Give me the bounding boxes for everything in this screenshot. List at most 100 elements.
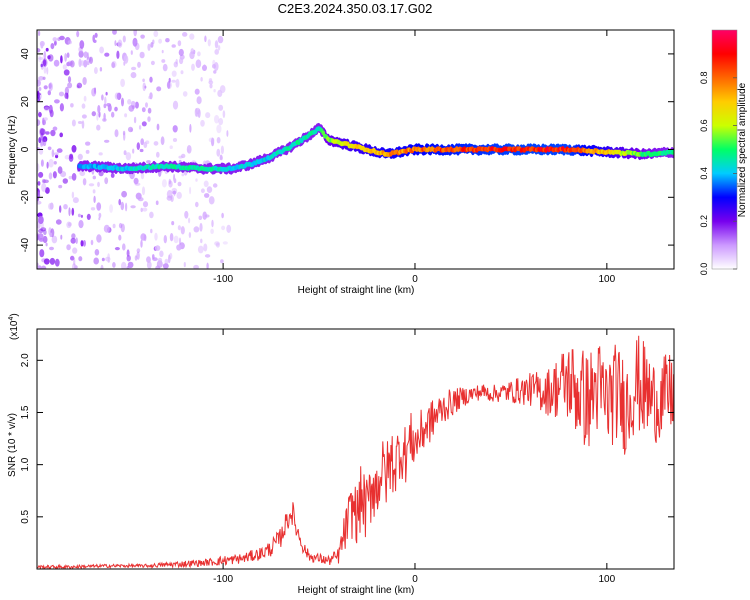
spectrogram-noise-mark bbox=[37, 76, 40, 84]
y-tick-label: 1.5 bbox=[20, 405, 31, 419]
spectrogram-noise-mark bbox=[218, 118, 224, 126]
snr-multiplier-exp: 4 bbox=[8, 317, 15, 321]
spectrogram-noise-mark bbox=[211, 137, 215, 147]
spectrogram-noise-mark bbox=[146, 261, 152, 269]
spectrogram-noise-mark bbox=[104, 139, 110, 143]
spectrogram-noise-mark bbox=[52, 126, 58, 131]
spectrogram-noise-mark bbox=[123, 132, 126, 141]
spectrogram-noise-mark bbox=[43, 85, 48, 90]
spectrogram-noise-mark bbox=[46, 161, 49, 169]
spectrogram-noise-mark bbox=[203, 243, 208, 252]
y-tick-label: 1.0 bbox=[20, 457, 31, 471]
spectrogram-noise-mark bbox=[213, 89, 216, 93]
spectrogram-noise-mark bbox=[39, 40, 45, 47]
spectrogram-noise-mark bbox=[133, 116, 137, 124]
spectrogram-noise-mark bbox=[195, 107, 201, 114]
spectrogram-noise-mark bbox=[70, 103, 74, 108]
spectrogram-noise-mark bbox=[171, 79, 176, 83]
spectrogram-noise-mark bbox=[81, 103, 86, 109]
spectrogram-marks bbox=[37, 30, 674, 269]
spectrogram-noise-mark bbox=[63, 69, 70, 76]
spectrogram-noise-mark bbox=[208, 80, 214, 85]
spectrogram-noise-mark bbox=[127, 261, 134, 269]
spectrogram-noise-mark bbox=[186, 145, 192, 154]
spectrogram-noise-mark bbox=[152, 254, 155, 260]
spectrogram-noise-mark bbox=[219, 156, 223, 161]
spectrogram-noise-mark bbox=[146, 160, 151, 164]
spectrogram-noise-mark bbox=[155, 265, 161, 269]
spectrogram-noise-mark bbox=[38, 111, 42, 118]
spectrogram-noise-mark bbox=[66, 221, 72, 229]
spectrogram-noise-mark bbox=[193, 264, 199, 269]
spectrogram-noise-mark bbox=[60, 171, 67, 178]
colorbar-label: Normalized spectral amplitude bbox=[737, 82, 748, 217]
spectrogram-noise-mark bbox=[67, 40, 72, 45]
spectrogram-noise-mark bbox=[131, 105, 135, 109]
spectrogram-noise-mark bbox=[48, 83, 52, 89]
spectrogram-noise-mark bbox=[50, 129, 56, 137]
spectrogram-noise-mark bbox=[133, 177, 139, 185]
spectrogram-noise-mark bbox=[40, 63, 43, 68]
spectrogram-noise-mark bbox=[195, 201, 199, 208]
y-tick-label: -40 bbox=[20, 237, 31, 252]
spectrogram-noise-mark bbox=[140, 34, 145, 39]
spectrogram-noise-mark bbox=[57, 166, 63, 174]
spectrogram-noise-mark bbox=[52, 171, 57, 179]
spectrogram-noise-mark bbox=[55, 154, 59, 159]
spectrogram-noise-mark bbox=[218, 104, 224, 111]
spectrogram-noise-mark bbox=[219, 154, 223, 161]
spectrogram-noise-mark bbox=[45, 131, 50, 135]
spectrogram-noise-mark bbox=[132, 37, 138, 47]
x-tick-label: 100 bbox=[599, 274, 616, 285]
spectrogram-noise-mark bbox=[42, 138, 47, 147]
spectrogram-noise-mark bbox=[221, 225, 226, 231]
spectrogram-y-ticks: -40 -20 0 20 40 bbox=[20, 48, 674, 252]
spectrogram-noise-mark bbox=[149, 76, 153, 83]
spectrogram-noise-mark bbox=[117, 39, 123, 48]
spectrogram-noise-mark bbox=[111, 62, 116, 69]
spectrogram-noise-mark bbox=[86, 213, 91, 220]
spectrogram-noise-mark bbox=[66, 62, 71, 67]
spectrogram-noise-mark bbox=[165, 38, 170, 43]
colorbar-tick-label: 0.2 bbox=[699, 215, 709, 228]
spectrogram-noise-mark bbox=[168, 254, 171, 264]
spectrogram-noise-mark bbox=[175, 78, 180, 88]
snr-y-ticks: 0.5 1.0 1.5 2.0 bbox=[20, 353, 674, 524]
spectrogram-noise-mark bbox=[141, 186, 146, 196]
spectrogram-noise-mark bbox=[79, 40, 85, 49]
spectrogram-noise-mark bbox=[196, 96, 202, 105]
spectrogram-noise-mark bbox=[63, 204, 68, 210]
spectrogram-noise-mark bbox=[60, 234, 63, 240]
spectrogram-noise-mark bbox=[59, 35, 65, 41]
spectrogram-noise-mark bbox=[118, 198, 121, 206]
spectrogram-noise-mark bbox=[199, 222, 203, 232]
spectrogram-noise-mark bbox=[71, 145, 77, 153]
spectrogram-noise-mark bbox=[140, 138, 144, 146]
spectrogram-noise-mark bbox=[77, 121, 83, 124]
spectrogram-noise-mark bbox=[94, 67, 98, 74]
spectrogram-noise-mark bbox=[91, 111, 97, 117]
spectrogram-noise-mark bbox=[98, 212, 102, 218]
spectrogram-noise-mark bbox=[103, 103, 107, 109]
spectrogram-noise-mark bbox=[221, 212, 224, 219]
spectrogram-noise-mark bbox=[101, 257, 105, 262]
spectrogram-y-label: Frequency (Hz) bbox=[7, 116, 18, 185]
snr-series-line bbox=[37, 335, 674, 569]
spectrogram-noise-mark bbox=[214, 114, 220, 124]
spectrogram-noise-mark bbox=[214, 40, 219, 49]
spectrogram-noise-mark bbox=[121, 261, 127, 269]
spectrogram-noise-mark bbox=[161, 59, 166, 63]
spectrogram-noise-mark bbox=[183, 262, 186, 268]
spectrogram-noise-mark bbox=[55, 219, 62, 225]
spectrogram-noise-mark bbox=[64, 92, 69, 99]
spectrogram-noise-mark bbox=[93, 39, 97, 43]
spectrogram-noise-mark bbox=[81, 120, 85, 129]
spectrogram-noise-mark bbox=[83, 59, 88, 68]
spectrogram-noise-mark bbox=[212, 64, 216, 69]
snr-x-label: Height of straight line (km) bbox=[298, 585, 415, 596]
spectrogram-noise-mark bbox=[38, 215, 44, 225]
spectrogram-noise-mark bbox=[88, 183, 95, 187]
spectrogram-noise-mark bbox=[37, 119, 41, 126]
colorbar-ticks: 0.0 0.2 0.4 0.6 0.8 bbox=[699, 72, 737, 275]
spectrogram-noise-mark bbox=[94, 32, 98, 38]
